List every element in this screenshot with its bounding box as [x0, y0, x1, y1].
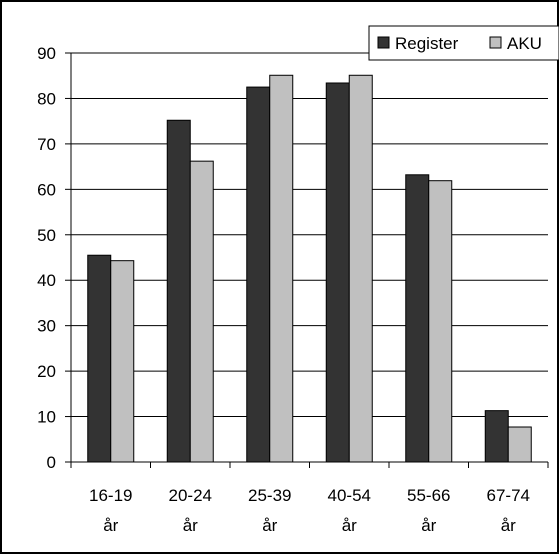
bar-register [405, 174, 430, 463]
x-category-label: år [183, 516, 198, 535]
y-tick-label: 40 [37, 271, 56, 290]
bar-register [484, 410, 509, 463]
y-tick-label: 20 [37, 362, 56, 381]
bar-aku [189, 160, 214, 463]
x-category-label: 16-19 [89, 486, 132, 505]
bar-register [325, 82, 350, 463]
bar-aku [110, 260, 135, 463]
x-category-label: 67-74 [487, 486, 530, 505]
y-tick-label: 80 [37, 89, 56, 108]
x-category-labels: 16-19 år 20-24 år 25-39 år 40-54 år 55-66 år 67-74… [89, 486, 530, 535]
x-category-label: 20-24 [169, 486, 212, 505]
legend: Register AKU [368, 25, 559, 61]
legend-label: AKU [507, 34, 542, 53]
y-tick-label: 0 [47, 453, 56, 472]
y-tick-label: 70 [37, 135, 56, 154]
legend-label: Register [395, 34, 459, 53]
x-category-label: 55-66 [407, 486, 450, 505]
y-tick-label: 90 [37, 44, 56, 63]
bars [87, 74, 532, 463]
bar-aku [428, 180, 453, 463]
x-category-label: år [262, 516, 277, 535]
y-tick-label: 60 [37, 180, 56, 199]
bar-register [87, 254, 112, 463]
y-tick-label: 10 [37, 408, 56, 427]
legend-swatch [489, 36, 502, 49]
legend-swatch [377, 36, 390, 49]
x-category-label: 25-39 [248, 486, 291, 505]
bar-register [246, 86, 271, 463]
legend-box [368, 25, 559, 61]
bar-aku [269, 74, 294, 463]
y-tick-label: 50 [37, 226, 56, 245]
bar-register [166, 119, 191, 463]
x-category-label: 40-54 [328, 486, 371, 505]
y-tick-labels: 0 10 20 30 40 50 60 70 80 90 [37, 44, 56, 472]
bar-aku [507, 426, 532, 463]
x-category-label: år [421, 516, 436, 535]
x-category-label: år [342, 516, 357, 535]
x-category-label: år [501, 516, 516, 535]
x-category-label: år [103, 516, 118, 535]
y-tick-label: 30 [37, 317, 56, 336]
bar-aku [348, 74, 373, 463]
axes [65, 52, 549, 468]
